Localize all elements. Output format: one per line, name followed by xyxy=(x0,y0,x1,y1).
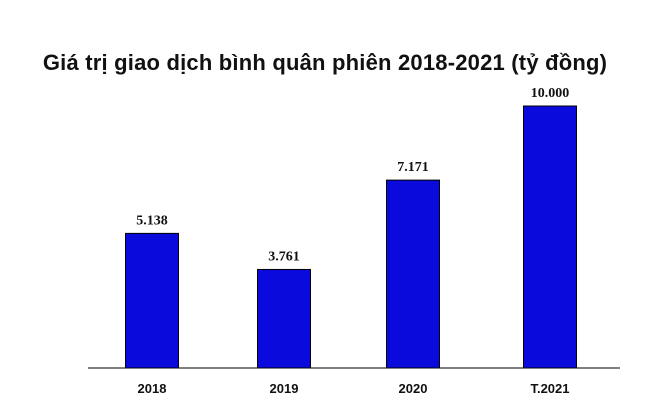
value-label-2019: 3.761 xyxy=(268,249,300,264)
x-tick-label-2019: 2019 xyxy=(270,381,299,396)
x-tick-label-2018: 2018 xyxy=(138,381,167,396)
value-label-t2021: 10.000 xyxy=(531,86,570,101)
chart-title: Giá trị giao dịch bình quân phiên 2018-2… xyxy=(42,50,608,75)
bar-t2021 xyxy=(523,105,577,369)
x-tick-label-2020: 2020 xyxy=(399,381,428,396)
x-tick-label-t2021: T.2021 xyxy=(530,381,569,396)
value-label-2020: 7.171 xyxy=(397,160,429,175)
bar-2018 xyxy=(125,232,179,369)
bar-2020 xyxy=(386,179,440,369)
value-label-2018: 5.138 xyxy=(136,213,168,228)
bar-2019 xyxy=(257,268,311,369)
